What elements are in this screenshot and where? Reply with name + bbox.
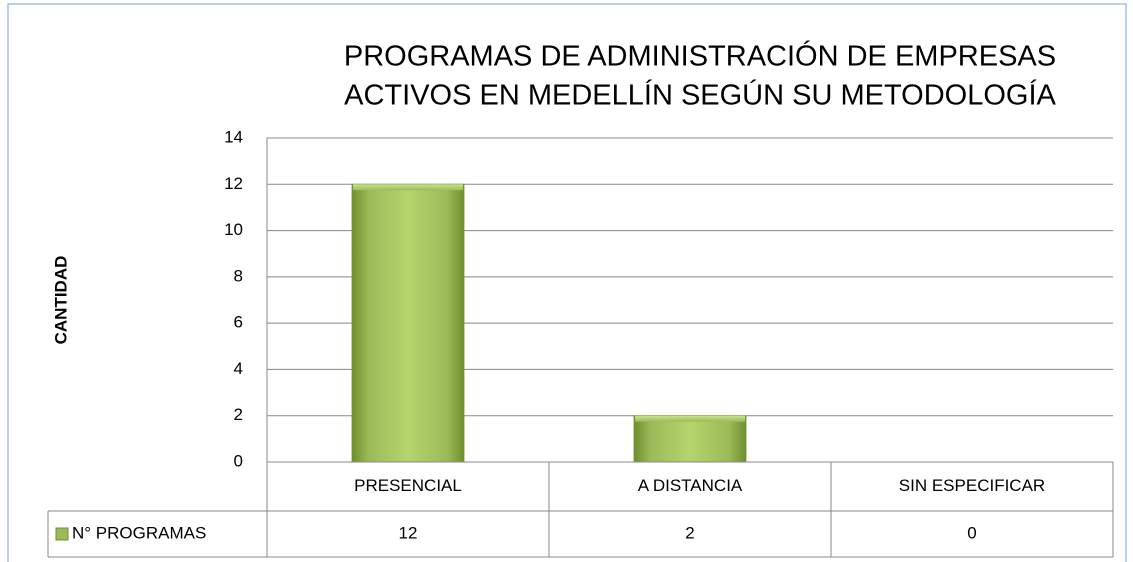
x-tick-label: A DISTANCIA [638,476,743,495]
y-tick-label: 8 [234,266,243,285]
bar-cap [635,415,745,422]
chart-title: ACTIVOS EN MEDELLÍN SEGÚN SU METODOLOGÍA [344,79,1056,112]
table-value: 12 [399,523,418,542]
y-tick-label: 2 [234,405,243,424]
y-tick-label: 0 [234,451,243,470]
y-tick-label: 12 [224,174,243,193]
table-value: 2 [685,523,694,542]
bar [351,183,465,463]
y-tick-label: 14 [224,127,243,146]
y-tick-label: 4 [234,359,243,378]
bar-cap [353,184,463,191]
bar [633,415,747,463]
chart-title: PROGRAMAS DE ADMINISTRACIÓN DE EMPRESAS [344,40,1056,73]
y-tick-label: 6 [234,313,243,332]
x-tick-label: SIN ESPECIFICAR [899,476,1045,495]
chart-frame [7,3,1127,562]
y-axis-label: CANTIDAD [51,256,70,345]
table-value: 0 [967,523,976,542]
x-tick-label: PRESENCIAL [354,476,462,495]
legend-label: N° PROGRAMAS [72,523,206,542]
legend-swatch [55,527,69,541]
y-tick-label: 10 [224,220,243,239]
